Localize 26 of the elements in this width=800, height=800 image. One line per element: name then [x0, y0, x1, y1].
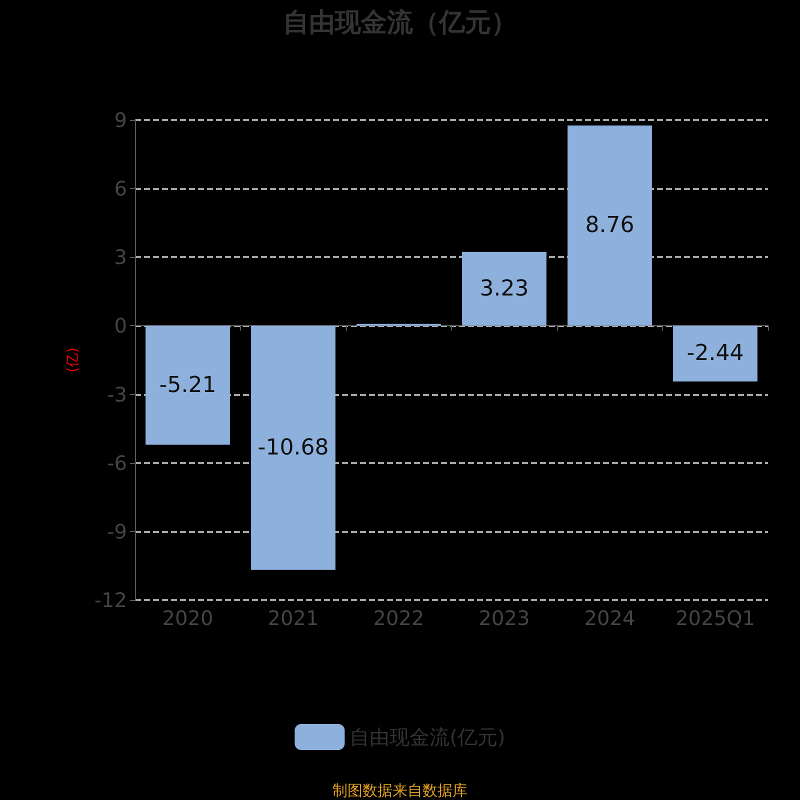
- data-label: -5.21: [159, 372, 216, 398]
- y-tick-label: 6: [114, 176, 127, 201]
- y-tick-label: 0: [114, 314, 127, 338]
- y-tick-label: -6: [107, 450, 127, 475]
- y-tick-label: 9: [114, 108, 127, 132]
- bar: [462, 252, 546, 326]
- data-label: 8.76: [585, 213, 634, 238]
- bar: [568, 125, 652, 326]
- data-label: -10.68: [258, 435, 329, 460]
- x-tick-label: 2023: [478, 606, 530, 630]
- y-tick-label: -3: [107, 382, 127, 406]
- bar: [673, 326, 758, 382]
- y-tick-label: -12: [94, 588, 127, 612]
- y-tick-label: -9: [107, 519, 127, 544]
- data-label: 3.23: [480, 276, 529, 302]
- bar: [146, 326, 230, 445]
- text: 制图数据来自数据库: [332, 782, 468, 800]
- y-axis-title: (亿): [65, 348, 81, 372]
- x-tick-label: 2021: [268, 606, 319, 630]
- x-tick-label: 2025Q1: [676, 606, 755, 630]
- y-tick-label: 3: [114, 245, 127, 270]
- bar: [251, 326, 336, 570]
- x-tick-label: 2020: [162, 606, 214, 630]
- x-tick-label: 2024: [584, 606, 636, 630]
- x-tick-label: 2022: [373, 606, 424, 630]
- data-label: -2.44: [686, 341, 744, 366]
